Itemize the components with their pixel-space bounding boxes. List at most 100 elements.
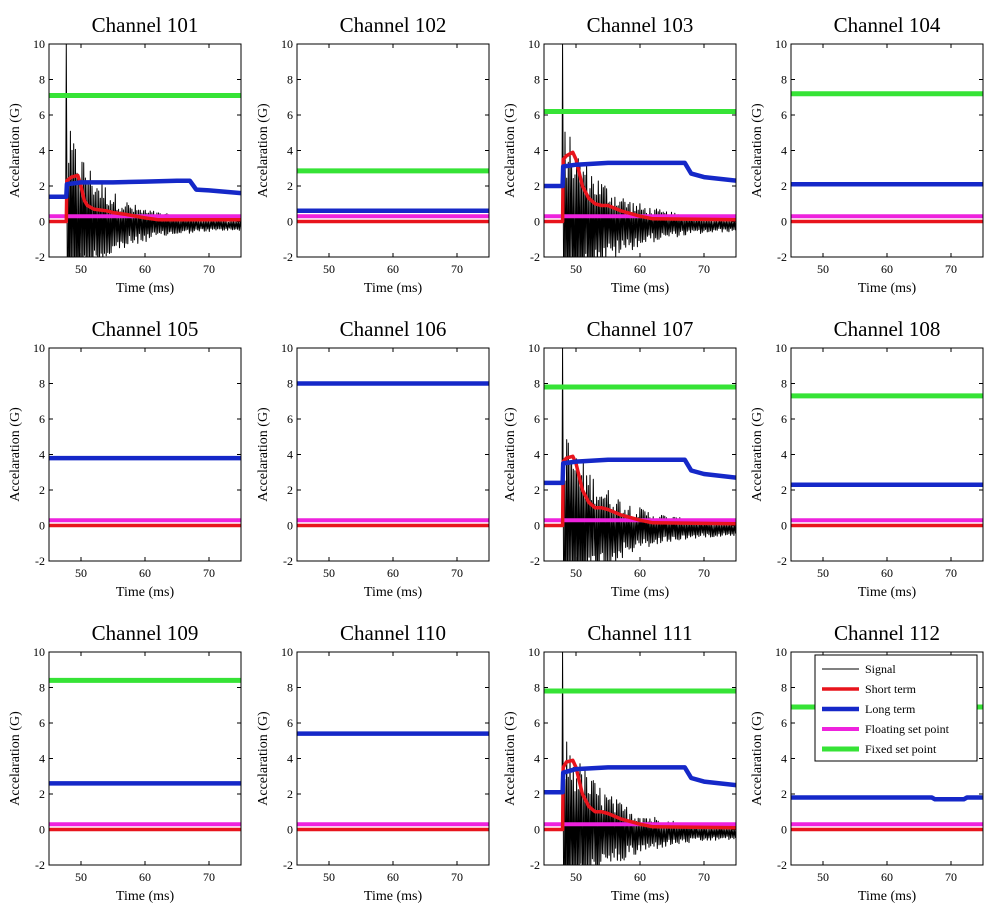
axes-frame: [543, 651, 737, 866]
y-tick-label: 2: [287, 787, 293, 801]
y-tick-label: 8: [287, 377, 293, 391]
y-tick-label: 0: [781, 823, 787, 837]
x-tick-label: 70: [698, 870, 710, 884]
x-tick-label: 60: [387, 566, 399, 580]
y-tick-label: 6: [287, 716, 293, 730]
y-tick-label: 0: [287, 823, 293, 837]
x-tick-label: 50: [570, 870, 582, 884]
y-tick-label: 4: [287, 448, 293, 462]
y-tick-label: 0: [39, 519, 45, 533]
y-tick-label: 8: [781, 681, 787, 695]
axes-frame: [48, 651, 242, 866]
panel-channel-103: Channel 103 -2 0 2 4 6 8 10 50 60 70 Time (ms) Accel…: [503, 13, 737, 296]
x-tick-label: 60: [881, 262, 893, 276]
x-tick-label: 60: [634, 566, 646, 580]
y-tick-label: 10: [33, 341, 45, 355]
y-tick-label: 8: [287, 681, 293, 695]
panel-channel-109: Channel 109 -2 0 2 4 6 8 10 50 60 70 Time (ms) Accel…: [8, 621, 242, 904]
x-tick-label: 70: [698, 262, 710, 276]
x-axis-label: Time (ms): [116, 889, 175, 904]
x-tick-label: 50: [323, 566, 335, 580]
y-tick-label: -2: [530, 858, 540, 872]
series-short-term: [544, 758, 736, 832]
y-tick-label: 8: [39, 681, 45, 695]
y-tick-label: 4: [534, 448, 540, 462]
chart-title: Channel 102: [340, 13, 447, 37]
plot-area: [544, 652, 736, 865]
x-tick-label: 70: [945, 566, 957, 580]
y-axis-label: Accelaration (G): [8, 103, 23, 198]
y-tick-label: 4: [39, 448, 45, 462]
x-tick-label: 60: [634, 262, 646, 276]
y-tick-label: 2: [39, 483, 45, 497]
y-axis-label: Accelaration (G): [256, 407, 271, 502]
y-axis-label: Accelaration (G): [256, 711, 271, 806]
y-tick-label: 2: [781, 787, 787, 801]
y-tick-label: 6: [287, 412, 293, 426]
axes-frame: [296, 651, 490, 866]
chart-title: Channel 111: [587, 621, 692, 645]
chart-title: Channel 108: [834, 317, 941, 341]
y-tick-label: 6: [534, 412, 540, 426]
plot-area: [297, 381, 489, 528]
legend-label: Signal: [865, 662, 896, 676]
series-signal: [49, 44, 241, 257]
plot-area: [49, 677, 241, 832]
y-tick-label: 10: [528, 645, 540, 659]
y-axis-label: Accelaration (G): [8, 407, 23, 502]
y-tick-label: -2: [777, 554, 787, 568]
x-axis-label: Time (ms): [858, 889, 917, 904]
y-tick-label: 6: [39, 716, 45, 730]
y-tick-label: 8: [39, 377, 45, 391]
x-tick-label: 50: [817, 870, 829, 884]
chart-title: Channel 104: [834, 13, 941, 37]
x-axis-label: Time (ms): [364, 585, 423, 600]
plot-area: [544, 348, 736, 561]
y-tick-label: 2: [39, 787, 45, 801]
y-tick-label: 10: [33, 37, 45, 51]
y-axis-label: Accelaration (G): [750, 407, 765, 502]
panel-channel-112: Channel 112 -2 0 2 4 6 8 10 50 60 70 Time (ms) Accel…: [750, 621, 984, 904]
axes-frame: [543, 347, 737, 562]
x-tick-label: 50: [817, 262, 829, 276]
y-tick-label: 0: [781, 215, 787, 229]
plot-area: [791, 91, 983, 224]
x-axis-label: Time (ms): [116, 281, 175, 296]
y-tick-label: 6: [534, 716, 540, 730]
y-tick-label: 6: [287, 108, 293, 122]
series-long-term: [544, 160, 736, 189]
x-tick-label: 70: [451, 566, 463, 580]
x-tick-label: 70: [945, 870, 957, 884]
y-tick-label: -2: [35, 250, 45, 264]
chart-title: Channel 105: [92, 317, 199, 341]
series-long-term: [544, 457, 736, 486]
x-tick-label: 50: [323, 870, 335, 884]
series-long-term: [544, 765, 736, 795]
x-tick-label: 70: [203, 566, 215, 580]
axes-frame: [543, 43, 737, 258]
y-tick-label: 8: [534, 73, 540, 87]
x-axis-label: Time (ms): [858, 585, 917, 600]
series-long-term: [49, 178, 241, 199]
y-tick-label: 2: [534, 179, 540, 193]
series-short-term: [544, 150, 736, 224]
chart-title: Channel 109: [92, 621, 199, 645]
y-tick-label: 10: [775, 341, 787, 355]
y-tick-label: 0: [287, 519, 293, 533]
plot-area: [791, 393, 983, 528]
y-tick-label: 2: [781, 483, 787, 497]
y-tick-label: -2: [530, 250, 540, 264]
y-tick-label: 4: [781, 144, 787, 158]
legend-label: Floating set point: [865, 722, 950, 736]
x-axis-label: Time (ms): [858, 281, 917, 296]
y-tick-label: 6: [39, 412, 45, 426]
y-tick-label: 4: [534, 752, 540, 766]
y-tick-label: 8: [781, 377, 787, 391]
series-long-term: [791, 795, 983, 802]
x-tick-label: 70: [451, 870, 463, 884]
plot-area: [544, 44, 736, 257]
legend: Signal Short term Long term Floating set po…: [814, 654, 978, 762]
x-tick-label: 60: [881, 870, 893, 884]
y-tick-label: 6: [781, 716, 787, 730]
axes-frame: [48, 43, 242, 258]
